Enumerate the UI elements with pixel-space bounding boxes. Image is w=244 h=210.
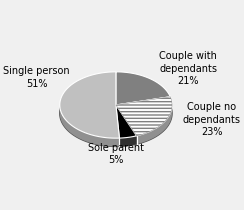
Polygon shape xyxy=(60,104,119,146)
Text: Single person
51%: Single person 51% xyxy=(3,66,70,89)
Polygon shape xyxy=(116,97,172,136)
Polygon shape xyxy=(119,136,137,146)
Polygon shape xyxy=(116,105,137,138)
Text: Couple no
dependants
23%: Couple no dependants 23% xyxy=(183,102,241,137)
Polygon shape xyxy=(60,80,172,146)
Polygon shape xyxy=(137,104,172,144)
Polygon shape xyxy=(60,72,119,138)
Text: Sole parent
5%: Sole parent 5% xyxy=(88,143,144,165)
Text: Couple with
dependants
21%: Couple with dependants 21% xyxy=(159,51,217,86)
Polygon shape xyxy=(116,72,170,105)
